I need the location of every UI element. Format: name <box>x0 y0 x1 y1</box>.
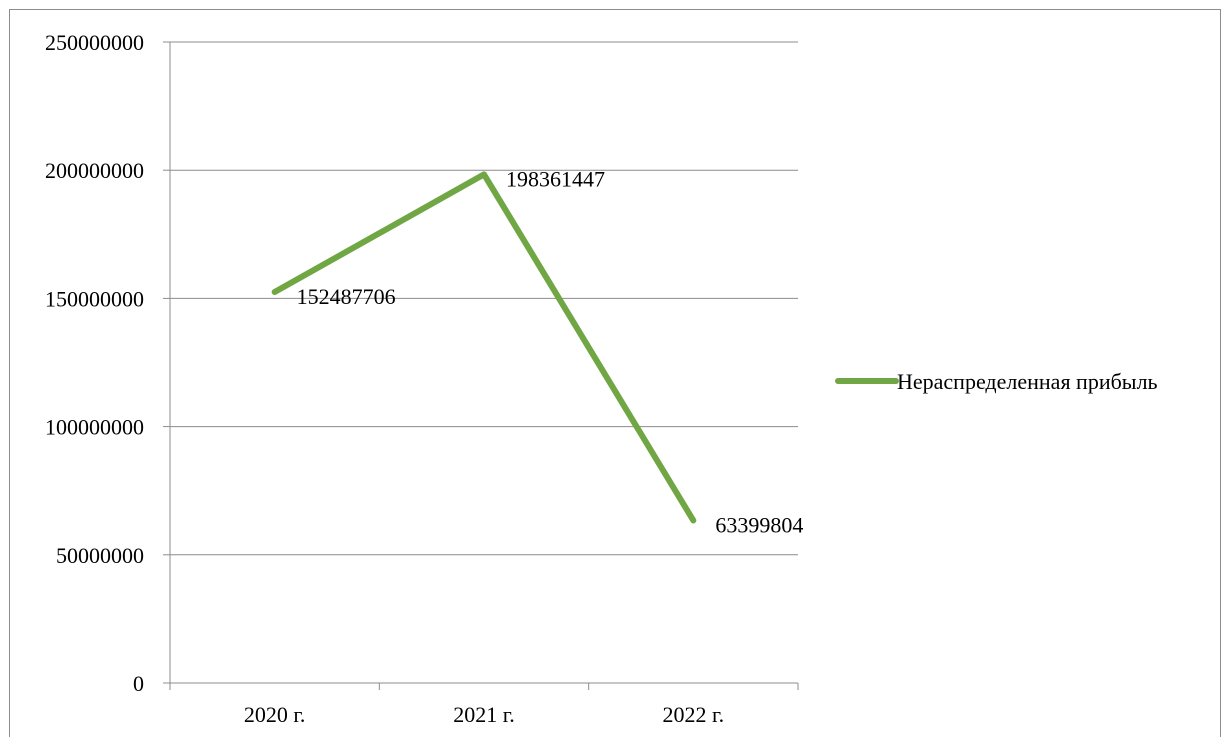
series-lines <box>271 171 697 524</box>
x-tick-label: 2020 г. <box>244 702 306 727</box>
y-tick-label: 250000000 <box>45 30 144 55</box>
y-axis-tick-labels: 0 50000000 100000000 150000000 200000000 2500… <box>45 30 170 696</box>
legend: Нераспределенная прибыль <box>835 369 1158 394</box>
y-tick-label: 150000000 <box>45 286 144 311</box>
data-labels: 152487706 198361447 63399804 <box>297 166 804 537</box>
x-tick-label: 2022 г. <box>663 702 725 727</box>
data-label: 198361447 <box>506 166 605 191</box>
x-tick-label: 2021 г. <box>453 702 515 727</box>
legend-entry-label: Нераспределенная прибыль <box>897 369 1158 394</box>
series-line <box>271 171 697 524</box>
y-tick-label: 0 <box>133 671 144 696</box>
y-tick-label: 50000000 <box>56 543 144 568</box>
y-tick-label: 100000000 <box>45 415 144 440</box>
gridlines <box>170 41 798 556</box>
y-tick-label: 200000000 <box>45 158 144 183</box>
data-label: 152487706 <box>297 284 396 309</box>
chart-frame <box>9 9 1221 737</box>
x-axis: 2020 г. 2021 г. 2022 г. <box>169 42 799 727</box>
data-label: 63399804 <box>715 512 803 537</box>
